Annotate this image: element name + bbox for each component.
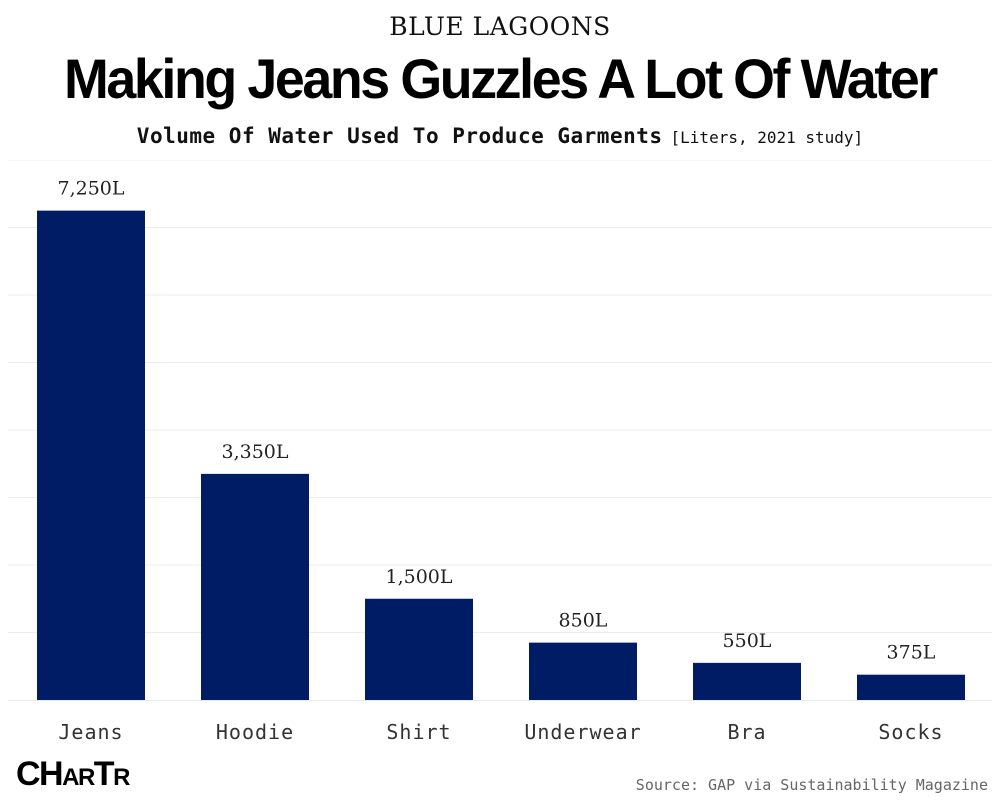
- value-label: 7,250L: [57, 178, 124, 200]
- category-label: Bra: [727, 720, 766, 744]
- logo-part: CH: [16, 755, 64, 793]
- bar-socks: [857, 674, 965, 700]
- chart-subtitle-row: Volume Of Water Used To Produce Garments…: [0, 124, 1000, 148]
- category-label: Jeans: [58, 720, 123, 744]
- value-label: 1,500L: [385, 566, 452, 588]
- logo-part: T: [93, 755, 115, 793]
- category-label: Socks: [878, 720, 943, 744]
- logo-part: AR: [62, 764, 95, 791]
- value-label: 375L: [887, 642, 936, 664]
- chart-subtitle: Volume Of Water Used To Produce Garments: [136, 124, 663, 148]
- bar-bra: [693, 662, 801, 700]
- bar-chart: 7,250L 3,350L 1,500L 850L 550L 375L Jeans Hood…: [8, 160, 992, 744]
- chartr-logo: CHARTR: [16, 755, 130, 793]
- chart-title: Making Jeans Guzzles A Lot Of Water: [64, 47, 938, 110]
- logo-part: R: [113, 764, 130, 791]
- category-labels: Jeans Hoodie Shirt Underwear Bra Socks: [58, 720, 943, 744]
- grid-lines: [8, 160, 992, 701]
- source-note: Source: GAP via Sustainability Magazine: [635, 776, 988, 794]
- category-label: Hoodie: [216, 720, 294, 744]
- bar-hoodie: [201, 473, 309, 700]
- chart-kicker: BLUE LAGOONS: [389, 12, 611, 41]
- category-label: Underwear: [524, 720, 641, 744]
- bar-shirt: [365, 598, 473, 700]
- chart-subtitle-note: [Liters, 2021 study]: [670, 128, 864, 147]
- bar-jeans: [37, 210, 145, 700]
- category-label: Shirt: [386, 720, 451, 744]
- bars: [37, 210, 965, 700]
- bar-underwear: [529, 642, 637, 700]
- value-labels: 7,250L 3,350L 1,500L 850L 550L 375L: [57, 178, 935, 664]
- value-label: 3,350L: [221, 441, 288, 463]
- value-label: 850L: [559, 610, 608, 632]
- value-label: 550L: [723, 630, 772, 652]
